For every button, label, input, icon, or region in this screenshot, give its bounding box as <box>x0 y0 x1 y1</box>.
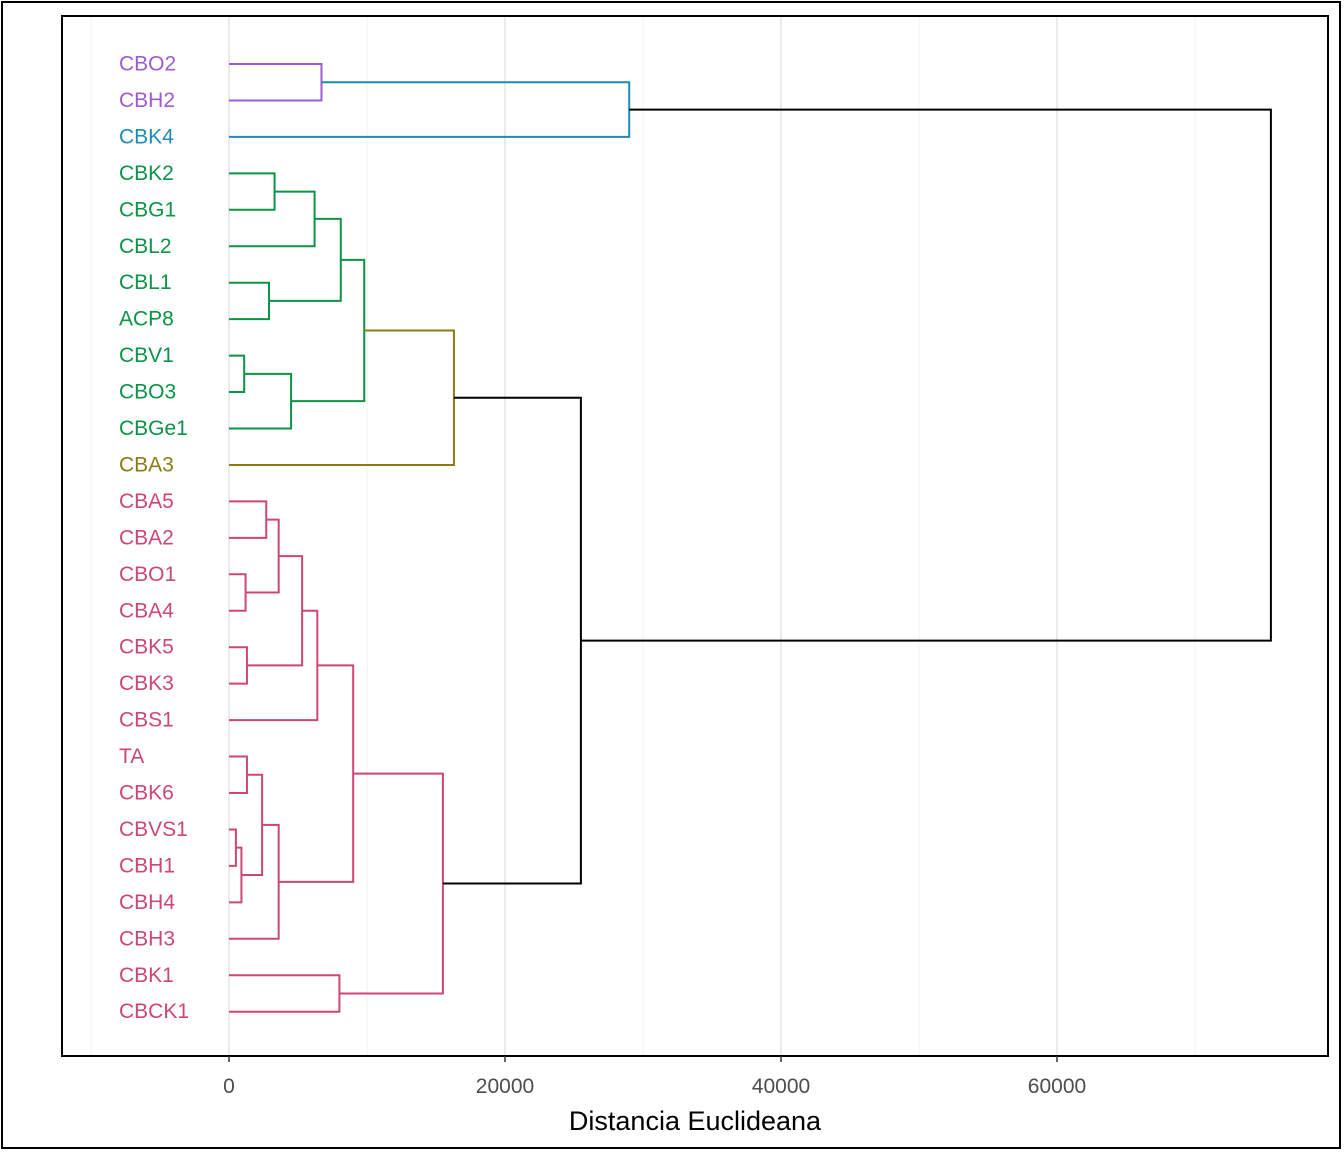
dendrogram-branch-m1 <box>229 63 323 102</box>
leaf-label: CBH2 <box>119 89 175 112</box>
dendrogram-branch-m17 <box>229 755 248 794</box>
leaf-label: CBH4 <box>119 891 175 914</box>
leaf-label: CBO3 <box>119 381 176 404</box>
x-tick-layer: 0 20000 40000 60000 <box>223 1056 1086 1098</box>
branch-layer <box>229 63 1272 1013</box>
leaf-label: CBGe1 <box>119 417 188 440</box>
leaf-label: CBL2 <box>119 235 172 258</box>
dendrogram-branch-m24 <box>339 772 444 995</box>
leaf-label: CBK6 <box>119 782 174 805</box>
leaf-label: CBH3 <box>119 927 175 950</box>
dendrogram-branch-m8 <box>229 372 293 430</box>
leaf-label: CBCK1 <box>119 1000 189 1023</box>
leaf-label: CBO2 <box>119 53 176 76</box>
leaf-label: CBVS1 <box>119 818 188 841</box>
x-axis-title: Distancia Euclideana <box>569 1106 822 1136</box>
dendrogram-branch-m13 <box>245 518 280 594</box>
dendrogram-branch-m4 <box>229 190 316 248</box>
dendrogram-branch-m14 <box>229 646 248 685</box>
dendrogram-branch-m10 <box>229 329 455 466</box>
dendrogram-branch-m26 <box>580 108 1272 642</box>
x-tick-label: 0 <box>223 1075 235 1098</box>
leaf-label: CBS1 <box>119 709 174 732</box>
dendrogram-branch-m6 <box>269 217 342 302</box>
dendrogram-branch-m25 <box>442 396 582 885</box>
leaf-label: CBK4 <box>119 125 174 148</box>
leaf-label: CBL1 <box>119 271 172 294</box>
x-tick-label: 60000 <box>1028 1075 1086 1098</box>
dendrogram-branch-m5 <box>229 281 271 321</box>
dendrogram-branch-m7 <box>229 354 246 394</box>
leaf-label: CBK2 <box>119 162 174 185</box>
leaf-label: CBK1 <box>119 964 174 987</box>
x-tick-label: 20000 <box>476 1075 534 1098</box>
leaf-label: TA <box>119 745 144 768</box>
dendrogram-branch-m3 <box>229 172 276 211</box>
leaf-label: CBA5 <box>119 490 174 513</box>
plot-panel-border <box>61 15 1329 1057</box>
grid-layer <box>90 16 1196 1056</box>
leaf-label: CBA2 <box>119 526 174 549</box>
dendrogram-branch-m9 <box>291 258 366 403</box>
leaf-label: CBK5 <box>119 636 174 659</box>
leaf-label: CBK3 <box>119 672 174 695</box>
leaf-label: CBH1 <box>119 854 175 877</box>
leaf-label: CBO1 <box>119 563 176 586</box>
dendrogram-branch-m18 <box>229 828 237 867</box>
dendrogram-branch-m20 <box>241 773 264 877</box>
dendrogram-branch-m15 <box>246 555 304 667</box>
dendrogram-branch-m12 <box>229 573 247 612</box>
x-tick-label: 40000 <box>752 1075 810 1098</box>
leaf-label: ACP8 <box>119 308 174 331</box>
dendrogram-branch-m2 <box>229 81 631 138</box>
leaf-label-layer: CBO2 CBH2 CBK4 CBK2 CBG1 CBL2 CBL1 ACP8 CBV1 CBO3… <box>119 53 189 1024</box>
leaf-label: CBA4 <box>119 599 174 622</box>
leaf-label: CBA3 <box>119 453 174 476</box>
dendrogram-branch-m11 <box>229 500 268 539</box>
dendrogram-branch-m22 <box>278 664 355 883</box>
dendrogram-branch-m23 <box>229 974 341 1013</box>
leaf-label: CBG1 <box>119 198 176 221</box>
leaf-label: CBV1 <box>119 344 174 367</box>
